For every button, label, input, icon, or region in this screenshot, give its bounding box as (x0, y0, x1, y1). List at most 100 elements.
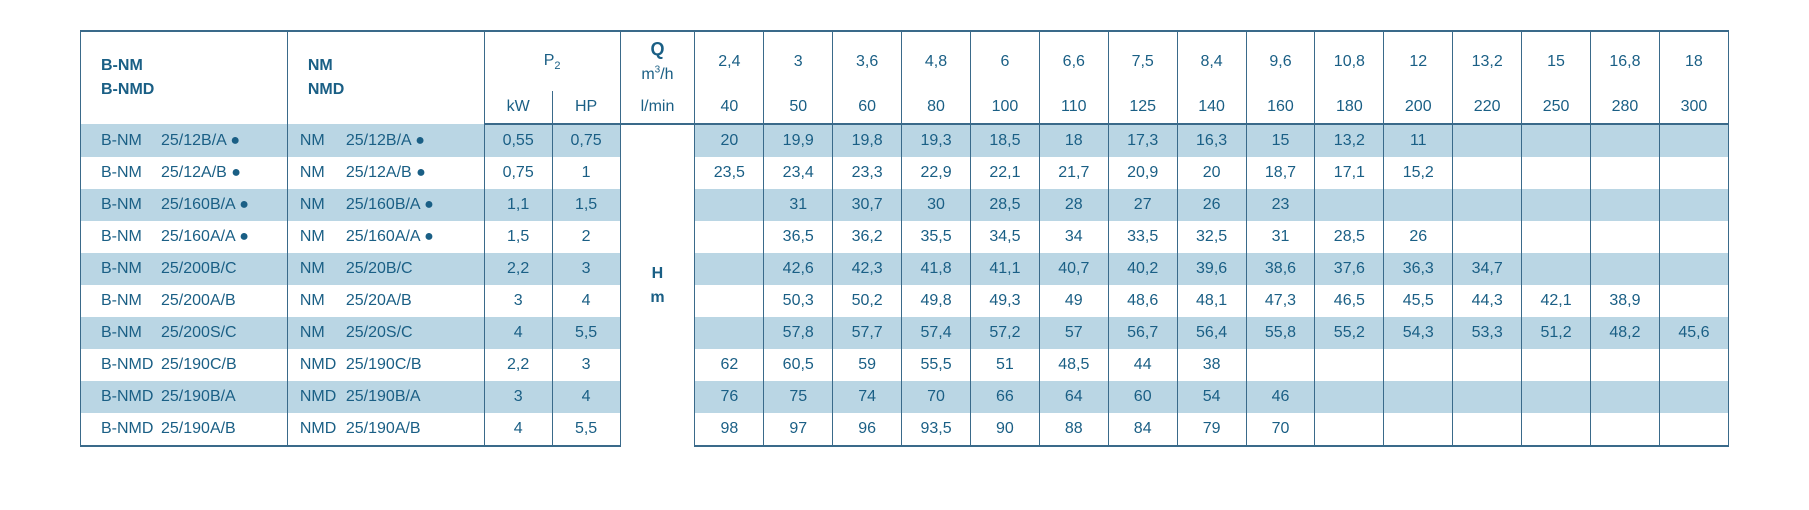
cell-value: 23,4 (764, 157, 833, 189)
cell-value: 70 (1246, 413, 1315, 446)
cell-value: 57,7 (833, 317, 902, 349)
cell-kw: 2,2 (484, 253, 552, 285)
cell-value (1590, 157, 1659, 189)
cell-value: 42,1 (1522, 285, 1591, 317)
cell-value (1590, 381, 1659, 413)
cell-value (1246, 349, 1315, 381)
cell-value: 45,5 (1384, 285, 1453, 317)
bnm-code: 25/190A/B (161, 417, 236, 441)
cell-value (1590, 124, 1659, 157)
cell-value (1659, 381, 1728, 413)
table-row: B-NMD25/190A/BNMD25/190A/B45,598979693,5… (81, 413, 1729, 446)
nm-prefix: NMD (294, 417, 346, 441)
cell-hp: 0,75 (552, 124, 620, 157)
cell-value: 57 (1039, 317, 1108, 349)
bnm-code: 25/12B/A ● (161, 129, 240, 153)
table-row: B-NM25/12B/A ●NM25/12B/A ●0,550,75Hm2019… (81, 124, 1729, 157)
cell-kw: 4 (484, 317, 552, 349)
cell-value (1590, 253, 1659, 285)
nm-prefix: NM (294, 193, 346, 217)
cell-hp: 4 (552, 285, 620, 317)
hdr-lmin: l/min (620, 91, 695, 124)
cell-value: 20 (695, 124, 764, 157)
cell-value: 23,5 (695, 157, 764, 189)
cell-value: 44,3 (1453, 285, 1522, 317)
bnm-prefix: B-NM (87, 161, 161, 185)
cell-kw: 1,5 (484, 221, 552, 253)
hdr-flow-m3h: 2,4 (695, 31, 764, 91)
cell-value (695, 189, 764, 221)
cell-value (1659, 253, 1728, 285)
cell-hp: 1,5 (552, 189, 620, 221)
cell-value: 15 (1246, 124, 1315, 157)
bnm-prefix: B-NM (87, 289, 161, 313)
cell-value (1522, 349, 1591, 381)
cell-value (1453, 381, 1522, 413)
bnm-code: 25/200S/C (161, 321, 237, 345)
cell-value: 60 (1108, 381, 1177, 413)
cell-value: 98 (695, 413, 764, 446)
hdr-p2: P2 (484, 31, 620, 91)
cell-value: 45,6 (1659, 317, 1728, 349)
cell-value: 57,4 (902, 317, 971, 349)
cell-value: 28,5 (1315, 221, 1384, 253)
nm-prefix: NMD (294, 385, 346, 409)
cell-value (1590, 189, 1659, 221)
cell-value: 30 (902, 189, 971, 221)
cell-value (1659, 124, 1728, 157)
cell-value: 20 (1177, 157, 1246, 189)
cell-value: 48,6 (1108, 285, 1177, 317)
cell-value (1315, 189, 1384, 221)
bnm-code: 25/200B/C (161, 257, 237, 281)
bnm-code: 25/200A/B (161, 289, 236, 313)
cell-value: 20,9 (1108, 157, 1177, 189)
bnm-prefix: B-NM (87, 321, 161, 345)
cell-value: 48,2 (1590, 317, 1659, 349)
cell-value: 23,3 (833, 157, 902, 189)
cell-value: 37,6 (1315, 253, 1384, 285)
cell-value (1384, 381, 1453, 413)
bnm-prefix: B-NMD (87, 385, 161, 409)
cell-value: 32,5 (1177, 221, 1246, 253)
cell-value: 51,2 (1522, 317, 1591, 349)
nm-prefix: NM (294, 289, 346, 313)
cell-value: 34,5 (970, 221, 1039, 253)
cell-value: 49,8 (902, 285, 971, 317)
cell-value: 64 (1039, 381, 1108, 413)
hdr-m3h: m3/h (641, 66, 673, 83)
nm-code: 25/160A/A ● (346, 225, 434, 249)
table-row: B-NM25/160B/A ●NM25/160B/A ●1,11,53130,7… (81, 189, 1729, 221)
cell-value: 70 (902, 381, 971, 413)
bnm-prefix: B-NM (87, 257, 161, 281)
cell-value: 97 (764, 413, 833, 446)
cell-value: 59 (833, 349, 902, 381)
cell-value (1384, 189, 1453, 221)
cell-value: 75 (764, 381, 833, 413)
cell-hp: 3 (552, 253, 620, 285)
cell-value: 21,7 (1039, 157, 1108, 189)
cell-value: 42,6 (764, 253, 833, 285)
cell-value: 96 (833, 413, 902, 446)
cell-value (1384, 349, 1453, 381)
cell-kw: 3 (484, 381, 552, 413)
nm-code: 25/190B/A (346, 385, 421, 409)
nm-prefix: NM (294, 129, 346, 153)
cell-value (1522, 381, 1591, 413)
cell-value (1315, 381, 1384, 413)
table-row: B-NM25/200A/BNM25/20A/B3450,350,249,849,… (81, 285, 1729, 317)
cell-value: 15,2 (1384, 157, 1453, 189)
cell-value (1590, 221, 1659, 253)
cell-value (1522, 124, 1591, 157)
cell-value (1453, 157, 1522, 189)
cell-value (695, 253, 764, 285)
cell-value (1315, 413, 1384, 446)
cell-value: 46,5 (1315, 285, 1384, 317)
cell-value: 54,3 (1384, 317, 1453, 349)
bnm-prefix: B-NMD (87, 353, 161, 377)
cell-value: 49 (1039, 285, 1108, 317)
hdr-kw: kW (484, 91, 552, 124)
cell-value: 46 (1246, 381, 1315, 413)
cell-value: 26 (1384, 221, 1453, 253)
cell-value: 30,7 (833, 189, 902, 221)
nm-code: 25/20A/B (346, 289, 412, 313)
